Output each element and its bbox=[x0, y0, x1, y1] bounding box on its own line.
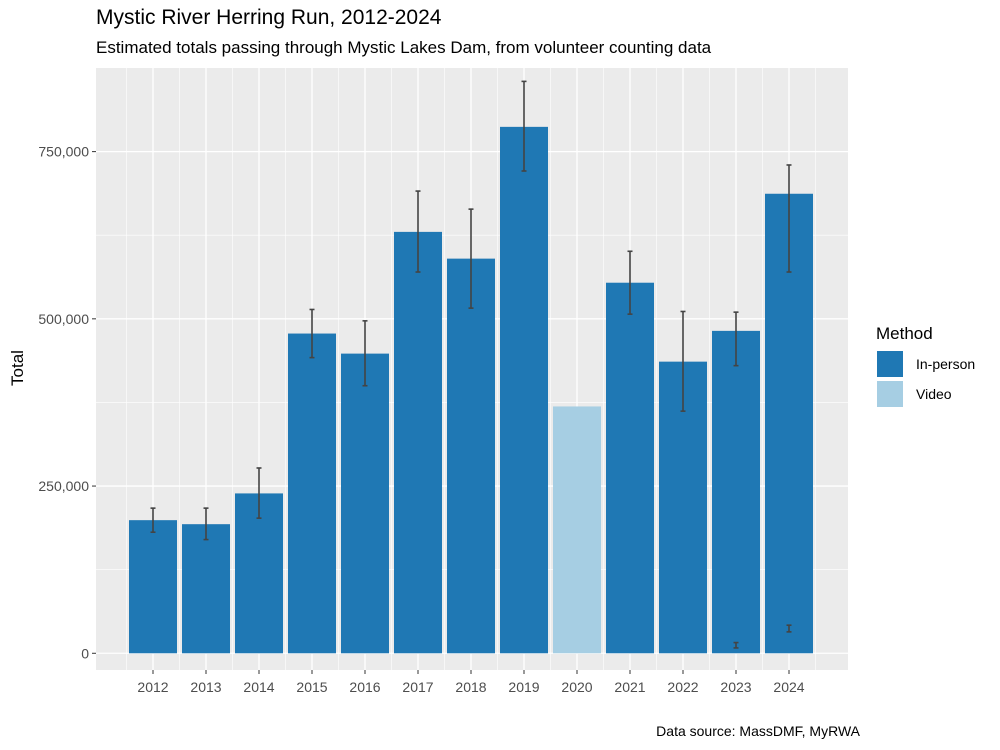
x-tick-label-2023: 2023 bbox=[720, 679, 751, 695]
chart-subtitle: Estimated totals passing through Mystic … bbox=[96, 38, 712, 57]
chart-title: Mystic River Herring Run, 2012-2024 bbox=[96, 6, 442, 29]
bar-2017 bbox=[394, 231, 442, 654]
bar-2016 bbox=[341, 353, 389, 654]
y-tick-label: 500,000 bbox=[38, 311, 89, 327]
x-tick-label-2019: 2019 bbox=[508, 679, 539, 695]
x-tick-label-2024: 2024 bbox=[773, 679, 804, 695]
bar-2012 bbox=[129, 520, 177, 654]
x-tick-label-2021: 2021 bbox=[614, 679, 645, 695]
x-tick-label-2014: 2014 bbox=[243, 679, 274, 695]
bar-2018 bbox=[447, 258, 495, 654]
y-tick-label: 750,000 bbox=[38, 144, 89, 160]
y-tick-label: 250,000 bbox=[38, 478, 89, 494]
x-tick-label-2017: 2017 bbox=[402, 679, 433, 695]
y-tick-label: 0 bbox=[81, 645, 89, 661]
x-tick-label-2020: 2020 bbox=[561, 679, 592, 695]
legend-item-video: Video bbox=[876, 380, 975, 408]
bar-2014 bbox=[235, 493, 283, 654]
bar-2013 bbox=[182, 524, 230, 654]
x-tick-label-2015: 2015 bbox=[296, 679, 327, 695]
legend: Method In-person Video bbox=[876, 324, 975, 408]
bar-2023 bbox=[712, 330, 760, 654]
x-tick-label-2013: 2013 bbox=[190, 679, 221, 695]
legend-item-in-person: In-person bbox=[876, 350, 975, 378]
x-tick-label-2018: 2018 bbox=[455, 679, 486, 695]
data-source-caption: Data source: MassDMF, MyRWA bbox=[656, 723, 860, 739]
x-tick-label-2022: 2022 bbox=[667, 679, 698, 695]
legend-label-video: Video bbox=[916, 386, 952, 402]
x-tick-label-2016: 2016 bbox=[349, 679, 380, 695]
legend-key-in-person bbox=[876, 350, 904, 378]
legend-key-video bbox=[876, 380, 904, 408]
legend-label-in-person: In-person bbox=[916, 356, 976, 372]
bar-2020 bbox=[553, 406, 601, 654]
bar-2015 bbox=[288, 333, 336, 654]
bar-2021 bbox=[606, 282, 654, 654]
bar-2019 bbox=[500, 126, 548, 654]
x-tick-label-2012: 2012 bbox=[137, 679, 168, 695]
legend-title: Method bbox=[876, 324, 933, 343]
